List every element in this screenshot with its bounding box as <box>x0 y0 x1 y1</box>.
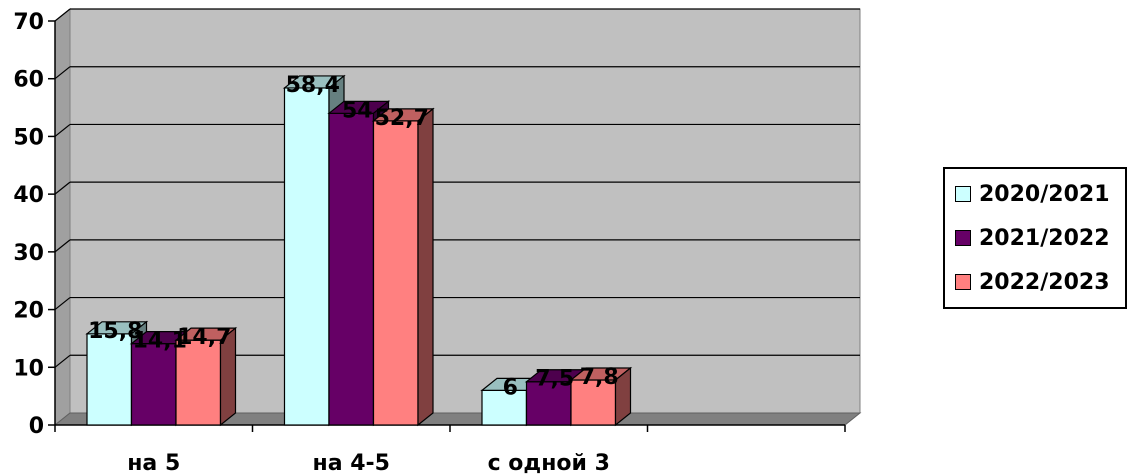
bar <box>371 107 435 427</box>
data-labels: 15,814,114,7 58,454 52,7 6 7,5 7,8 <box>88 73 619 400</box>
y-tick-label: 60 <box>13 68 44 93</box>
bar <box>569 366 633 427</box>
gridlines <box>54 8 860 368</box>
legend-label: 2020/2021 <box>979 181 1110 207</box>
gridline-side <box>54 239 71 253</box>
y-axis-tick-labels: 0 10 20 30 40 50 60 70 <box>13 10 44 439</box>
legend-label: 2022/2023 <box>979 269 1110 295</box>
data-label: 14,1 <box>133 329 187 354</box>
gridline-side <box>54 123 71 137</box>
legend: 2020/2021 2021/2022 2022/2023 <box>943 167 1127 309</box>
gridline-side <box>54 8 71 22</box>
bar-series <box>85 74 633 427</box>
data-label: 54 <box>342 98 373 123</box>
gridline-side <box>54 181 71 195</box>
y-tick-label: 20 <box>13 299 44 324</box>
y-tick-label: 40 <box>13 183 44 208</box>
y-tick-label: 50 <box>13 125 44 150</box>
x-axis-category-labels: на 5 на 4-5 с одной 3 <box>127 451 610 474</box>
data-label: 7,8 <box>580 365 619 390</box>
legend-item: 2022/2023 <box>955 267 1110 297</box>
gridline-side <box>54 354 71 368</box>
data-label: 6 <box>503 375 518 400</box>
legend-label: 2021/2022 <box>979 225 1110 251</box>
x-category-label: на 4-5 <box>313 451 390 474</box>
legend-swatch <box>955 230 971 246</box>
data-label: 14,7 <box>177 325 231 350</box>
gridline-side <box>54 66 71 80</box>
legend-swatch <box>955 186 971 202</box>
bar <box>174 326 238 427</box>
y-tick-label: 70 <box>13 10 44 35</box>
legend-item: 2020/2021 <box>955 179 1110 209</box>
legend-swatch <box>955 274 971 290</box>
y-tick-label: 0 <box>29 414 44 439</box>
data-label: 58,4 <box>286 73 340 98</box>
data-label: 15,8 <box>88 319 142 344</box>
y-tick-label: 30 <box>13 241 44 266</box>
gridline-side <box>54 297 71 311</box>
data-label: 52,7 <box>375 106 429 131</box>
x-category-label: с одной 3 <box>488 451 610 474</box>
legend-item: 2021/2022 <box>955 223 1110 253</box>
side-wall <box>54 7 71 427</box>
x-category-label: на 5 <box>127 451 180 474</box>
data-label: 7,5 <box>535 367 574 392</box>
y-tick-label: 10 <box>13 356 44 381</box>
